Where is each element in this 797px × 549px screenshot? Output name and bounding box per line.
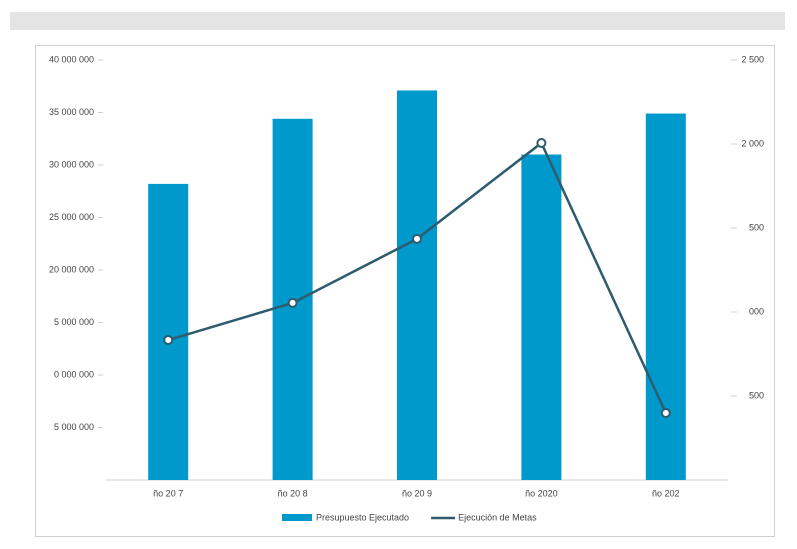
point (660, 407, 671, 418)
y2-tick-label: 2 000 (741, 138, 764, 148)
y2-tick-label: 2 500 (741, 54, 764, 64)
point (287, 297, 298, 308)
y2-tick-label: 000 (749, 306, 764, 316)
bar (397, 90, 437, 480)
y-tick-label: 0 000 000 (54, 369, 94, 379)
point (412, 233, 422, 244)
x-tick-label: ño 20 8 (278, 488, 308, 498)
y2-tick-label: 500 (749, 390, 764, 400)
x-tick-label: ño 2020 (525, 488, 558, 498)
x-tick-label: ño 202 (652, 488, 680, 498)
bar (521, 154, 562, 480)
x-tick-label: ño 20 7 (153, 488, 183, 498)
y-tick-label: 35 000 000 (49, 107, 94, 117)
point (536, 137, 547, 148)
y-tick-label: 30 000 000 (49, 159, 94, 169)
bar (148, 183, 189, 480)
legend-label: Presupuesto Ejecutado (316, 512, 409, 522)
legend-swatch (282, 514, 312, 521)
y-tick-label: 25 000 000 (49, 212, 94, 222)
point (163, 335, 174, 346)
y-tick-label: 5 000 000 (54, 317, 94, 327)
legend-label: Ejecución de Metas (458, 512, 537, 522)
bar (645, 113, 686, 481)
y-tick-label: 20 000 000 (49, 264, 94, 274)
x-tick-label: ño 20 9 (402, 488, 432, 498)
y-tick-label: 40 000 000 (49, 54, 94, 64)
header-bar (10, 12, 785, 30)
y-tick-label: 5 000 000 (54, 422, 94, 432)
y2-tick-label: 500 (749, 222, 764, 232)
